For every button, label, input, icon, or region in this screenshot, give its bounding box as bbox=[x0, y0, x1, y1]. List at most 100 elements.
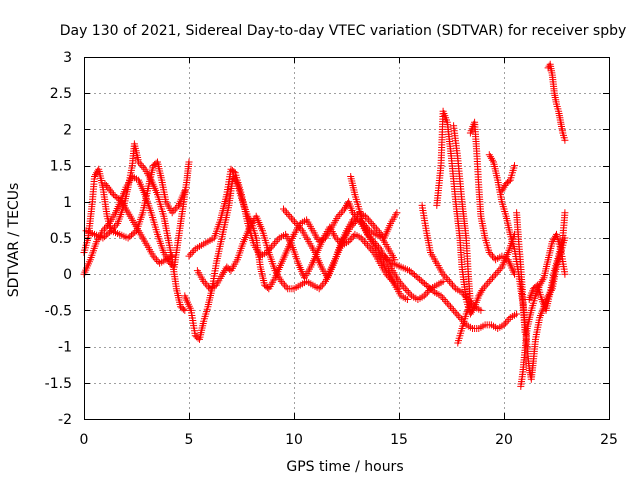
data-layer bbox=[80, 60, 569, 390]
data-point bbox=[350, 214, 358, 222]
data-point bbox=[429, 287, 437, 295]
x-tick-label: 0 bbox=[80, 432, 89, 448]
data-point bbox=[502, 319, 510, 327]
data-point bbox=[442, 274, 450, 282]
data-point bbox=[151, 254, 159, 262]
data-point bbox=[337, 209, 345, 217]
data-point bbox=[201, 279, 209, 287]
data-point bbox=[230, 168, 238, 176]
data-point bbox=[367, 234, 375, 242]
data-point bbox=[190, 247, 198, 255]
data-point bbox=[445, 301, 453, 309]
data-point bbox=[294, 221, 302, 229]
data-point bbox=[450, 306, 458, 314]
y-tick-labels: -2 -1.5 -1 -0.5 0 0.5 1 1.5 2 2.5 3 bbox=[45, 50, 72, 428]
data-point bbox=[136, 160, 144, 168]
data-point bbox=[341, 203, 349, 211]
data-point bbox=[187, 250, 195, 258]
data-point bbox=[440, 296, 448, 303]
series-track-14 bbox=[466, 118, 518, 278]
data-point bbox=[282, 283, 290, 291]
data-point bbox=[363, 214, 371, 222]
data-point bbox=[469, 306, 476, 314]
y-tick-label: -0.5 bbox=[45, 303, 72, 319]
data-point bbox=[539, 276, 547, 284]
data-point bbox=[449, 281, 456, 289]
data-point bbox=[315, 285, 323, 293]
series-track-3 bbox=[82, 158, 189, 242]
data-point bbox=[487, 250, 495, 258]
data-point bbox=[371, 239, 379, 247]
data-point bbox=[404, 288, 412, 296]
y-tick-label: 1.5 bbox=[50, 159, 72, 175]
series-track-6 bbox=[185, 165, 403, 293]
data-point bbox=[345, 238, 353, 246]
x-tick-label: 25 bbox=[600, 432, 618, 448]
data-point bbox=[360, 238, 368, 246]
data-point bbox=[219, 270, 227, 278]
data-point bbox=[185, 252, 193, 260]
data-point bbox=[343, 201, 350, 209]
data-point bbox=[287, 214, 295, 222]
data-point bbox=[414, 274, 422, 282]
data-point bbox=[488, 156, 496, 164]
data-point bbox=[387, 276, 395, 284]
data-point bbox=[334, 212, 342, 220]
data-point bbox=[102, 182, 110, 189]
data-point bbox=[124, 234, 132, 242]
data-point bbox=[334, 236, 342, 244]
data-point bbox=[486, 153, 494, 161]
data-point bbox=[385, 256, 393, 264]
data-point bbox=[401, 285, 409, 293]
data-point bbox=[269, 241, 277, 249]
data-point bbox=[387, 258, 395, 266]
data-point bbox=[448, 305, 456, 313]
data-point bbox=[427, 285, 435, 293]
data-point bbox=[295, 223, 303, 231]
data-point bbox=[375, 243, 382, 251]
data-point bbox=[439, 294, 447, 302]
data-point bbox=[561, 270, 569, 278]
data-point bbox=[393, 209, 401, 217]
data-point bbox=[454, 339, 462, 347]
data-point bbox=[412, 272, 420, 280]
data-point bbox=[362, 239, 370, 247]
data-point bbox=[450, 283, 458, 291]
data-point bbox=[371, 223, 379, 231]
data-point bbox=[367, 245, 375, 253]
data-point bbox=[104, 230, 112, 238]
series-track-15 bbox=[485, 151, 529, 336]
data-point bbox=[204, 283, 212, 291]
data-point bbox=[154, 258, 162, 265]
data-point bbox=[139, 163, 147, 171]
data-point bbox=[101, 180, 109, 188]
y-tick-label: 0 bbox=[63, 267, 72, 283]
data-point bbox=[374, 227, 382, 235]
data-point bbox=[513, 310, 521, 318]
data-point bbox=[384, 255, 392, 263]
data-point bbox=[443, 299, 451, 307]
data-point bbox=[104, 221, 112, 229]
data-point bbox=[498, 187, 506, 195]
y-tick-label: 1 bbox=[63, 195, 72, 211]
x-tick-label: 15 bbox=[390, 432, 408, 448]
x-axis-label: GPS time / hours bbox=[286, 459, 403, 475]
data-point bbox=[475, 292, 483, 300]
data-point bbox=[407, 268, 415, 276]
data-point bbox=[336, 211, 344, 218]
data-point bbox=[135, 158, 143, 166]
data-point bbox=[185, 158, 193, 166]
data-point bbox=[490, 254, 498, 262]
series-track-20 bbox=[544, 60, 569, 144]
data-point bbox=[445, 277, 453, 285]
data-point bbox=[439, 270, 447, 278]
data-point bbox=[292, 220, 300, 227]
data-point bbox=[101, 225, 108, 233]
data-point bbox=[380, 252, 388, 260]
data-point bbox=[111, 192, 119, 200]
series-track-8 bbox=[280, 205, 401, 282]
x-tick-label: 10 bbox=[285, 432, 303, 448]
axis-ticks bbox=[84, 57, 610, 420]
data-point bbox=[505, 315, 513, 323]
data-point bbox=[99, 234, 107, 242]
